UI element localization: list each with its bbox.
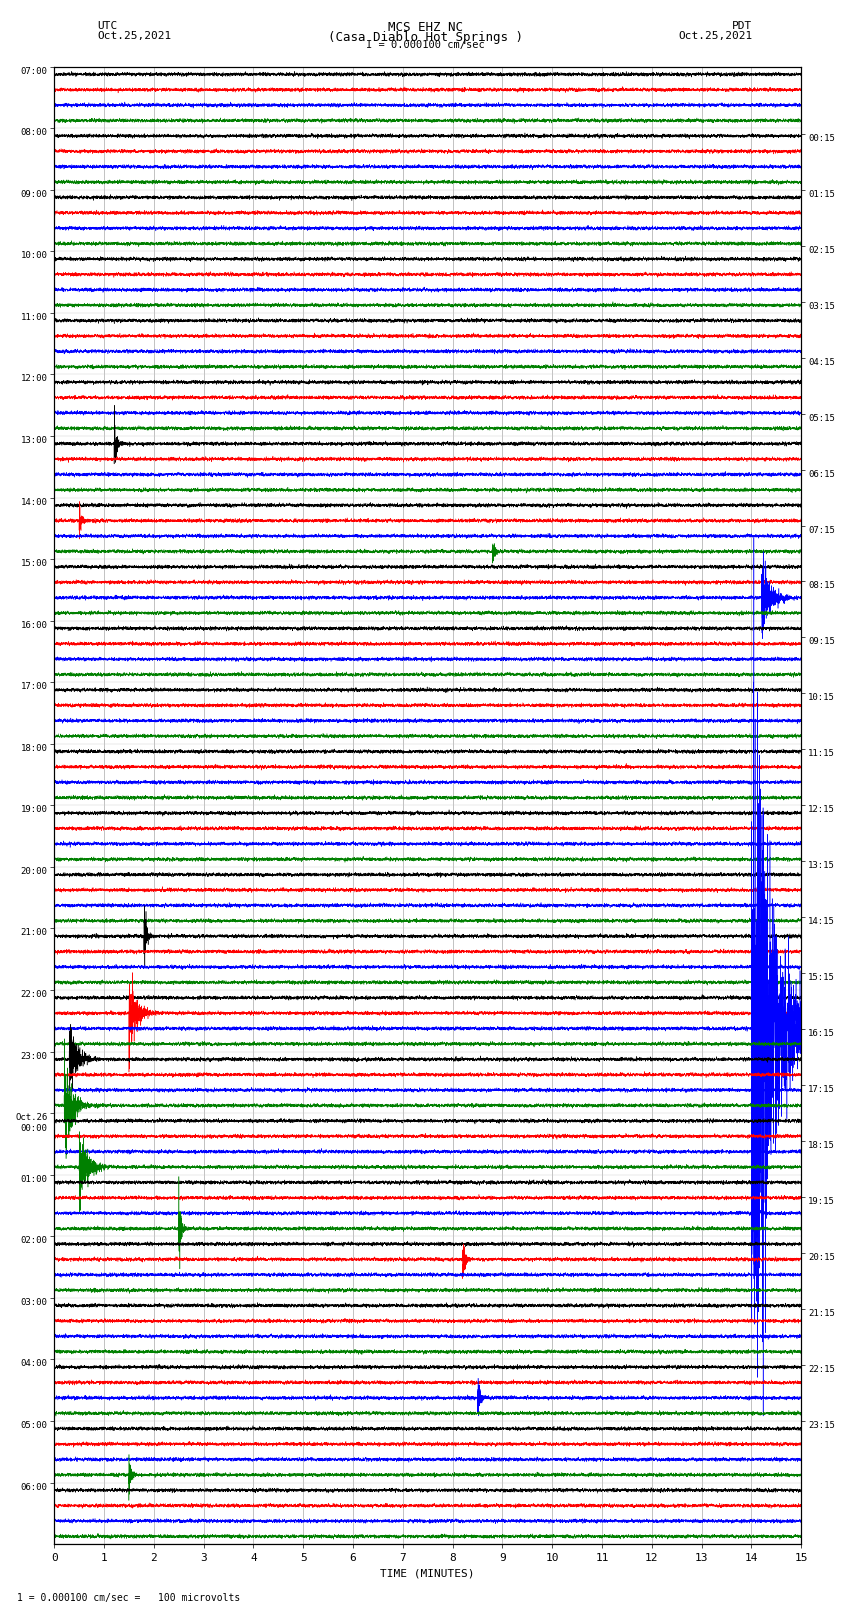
Text: 1 = 0.000100 cm/sec =   100 microvolts: 1 = 0.000100 cm/sec = 100 microvolts	[17, 1594, 241, 1603]
Text: Oct.25,2021: Oct.25,2021	[678, 31, 752, 40]
Text: UTC: UTC	[98, 21, 118, 31]
Text: PDT: PDT	[732, 21, 752, 31]
Text: MCS EHZ NC: MCS EHZ NC	[388, 21, 462, 34]
Text: (Casa Diablo Hot Springs ): (Casa Diablo Hot Springs )	[327, 31, 523, 44]
Text: I = 0.000100 cm/sec: I = 0.000100 cm/sec	[366, 40, 484, 50]
Text: Oct.25,2021: Oct.25,2021	[98, 31, 172, 40]
X-axis label: TIME (MINUTES): TIME (MINUTES)	[381, 1569, 475, 1579]
